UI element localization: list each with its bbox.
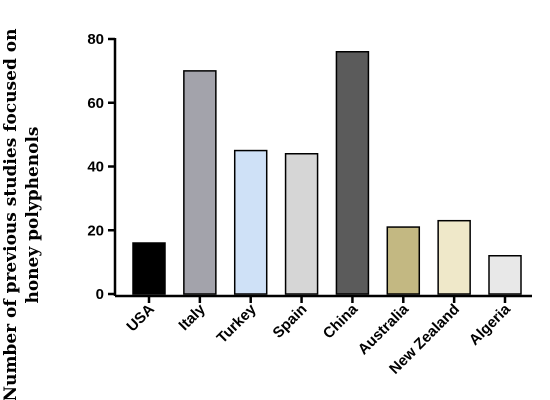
bar-usa <box>132 242 166 295</box>
bar-italy <box>183 70 217 295</box>
bar-spain <box>284 153 319 295</box>
bar-new-zealand <box>437 219 471 295</box>
x-tick-label-usa: USA <box>123 301 158 336</box>
x-tick-label-algeria: Algeria <box>466 300 514 348</box>
x-tick-label-turkey: Turkey <box>214 300 260 346</box>
y-tick-label-60: 60 <box>87 95 104 112</box>
bars-group <box>132 51 522 295</box>
bar-algeria <box>488 255 522 295</box>
x-tick-label-italy: Italy <box>175 300 209 334</box>
y-axis-label-line-2: honey polyphenols <box>23 126 43 303</box>
bar-china <box>335 51 370 295</box>
y-axis-label-line-1: Number of previous studies focused on <box>1 29 21 400</box>
y-tick-label-0: 0 <box>96 286 104 303</box>
bar-turkey <box>233 149 268 295</box>
y-tick-label-20: 20 <box>87 222 104 239</box>
y-tick-label-80: 80 <box>87 31 104 48</box>
x-tick-label-spain: Spain <box>269 301 310 342</box>
bar-australia <box>386 226 421 295</box>
x-tick-label-china: China <box>320 300 362 342</box>
y-tick-label-40: 40 <box>87 159 104 176</box>
y-ticks-group: 0 20 40 60 80 <box>87 31 115 303</box>
y-axis-label: Number of previous studies focused on ho… <box>1 29 43 400</box>
